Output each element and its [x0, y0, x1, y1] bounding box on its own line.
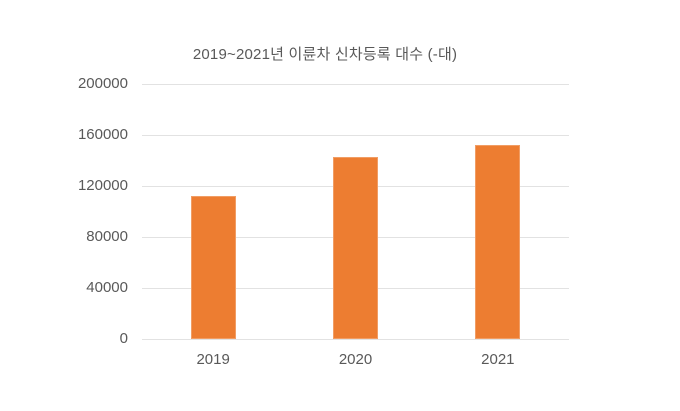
y-tick-label: 0: [119, 330, 128, 347]
gridline: [142, 339, 569, 340]
bar-2019: [190, 196, 236, 339]
y-tick-label: 200000: [77, 75, 128, 92]
y-tick-label: 40000: [86, 279, 128, 296]
bar-2020: [333, 156, 378, 339]
y-tick-label: 120000: [77, 177, 128, 194]
x-tick-label: 2021: [481, 351, 515, 368]
chart-title: 2019~2021년 이륜차 신차등록 대수 (-대): [192, 46, 458, 63]
y-tick-label: 80000: [86, 228, 128, 245]
x-tick-label: 2020: [338, 351, 373, 368]
gridline: [142, 135, 569, 136]
plot-area: [142, 84, 569, 340]
x-tick-label: 2019: [196, 351, 230, 368]
y-tick-label: 160000: [77, 126, 128, 143]
gridline: [142, 84, 569, 85]
bar-2021: [475, 145, 521, 339]
